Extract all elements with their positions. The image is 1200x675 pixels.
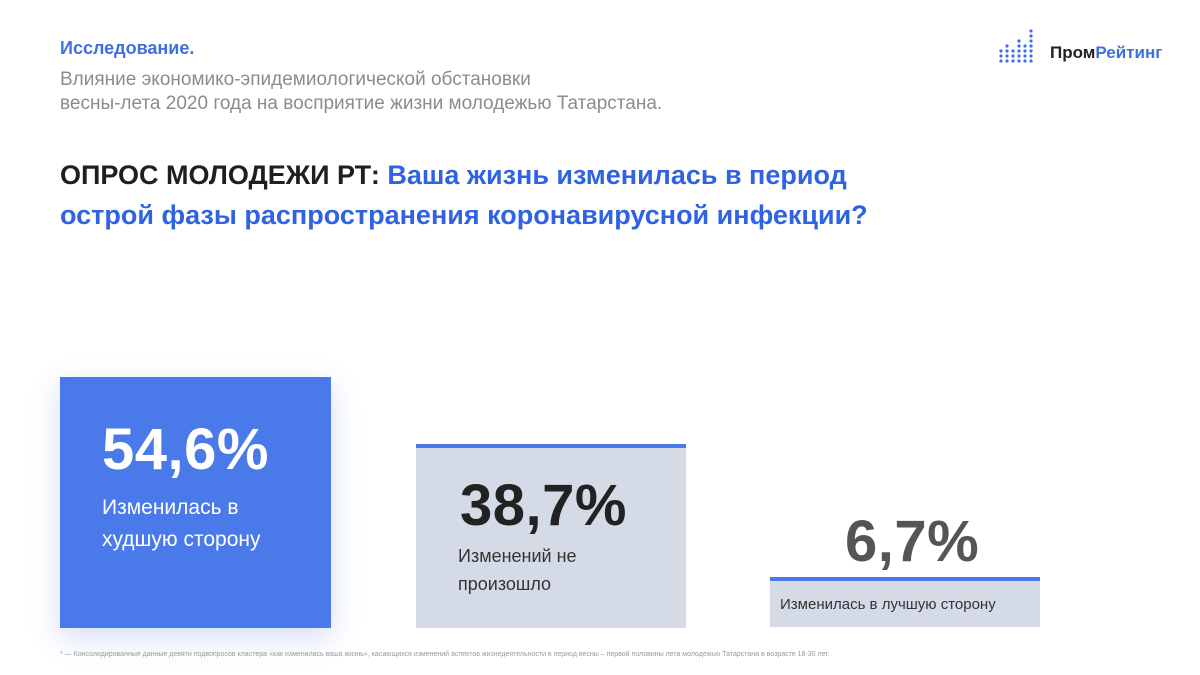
logo: ПромРейтинг	[998, 28, 1162, 68]
category-label-worse-line2: худшую сторону	[102, 528, 261, 551]
category-label-worse-line1: Изменилась в	[102, 496, 239, 519]
category-label-better: Изменилась в лучшую сторону	[780, 596, 996, 613]
header-subtitle-line1: Влияние экономико-эпидемиологической обс…	[60, 69, 531, 90]
footnote: * — Консолидированные данные девяти подв…	[60, 651, 830, 658]
logo-text: ПромРейтинг	[1050, 43, 1162, 63]
category-label-no-change-line2: произошло	[458, 574, 552, 594]
question-text-line1: Ваша жизнь изменилась в период	[387, 160, 847, 190]
value-label-better: 6,7%	[845, 509, 980, 574]
bar-no-change	[416, 444, 686, 628]
header-subtitle: Влияние экономико-эпидемиологической обс…	[60, 68, 760, 116]
value-label-worse: 54,6%	[102, 417, 269, 482]
category-label-worse: Изменилась в худшую сторону	[102, 492, 322, 556]
category-label-no-change-line1: Изменений не	[458, 546, 577, 566]
logo-text-part2: Рейтинг	[1095, 43, 1163, 62]
question-text-line2: острой фазы распространения коронавирусн…	[60, 200, 868, 230]
question-lead: ОПРОС МОЛОДЕЖИ РТ:	[60, 160, 380, 190]
bar-worse	[60, 377, 331, 628]
category-label-no-change: Изменений не произошло	[458, 542, 678, 598]
value-label-no-change: 38,7%	[460, 473, 627, 538]
bar-better	[770, 577, 1040, 627]
question-title: ОПРОС МОЛОДЕЖИ РТ: Ваша жизнь изменилась…	[60, 155, 960, 235]
header-subtitle-line2: весны-лета 2020 года на восприятие жизни…	[60, 93, 663, 114]
logo-text-part1: Пром	[1050, 43, 1096, 62]
header-kicker: Исследование.	[60, 38, 195, 58]
logo-mark-icon	[999, 29, 1033, 63]
